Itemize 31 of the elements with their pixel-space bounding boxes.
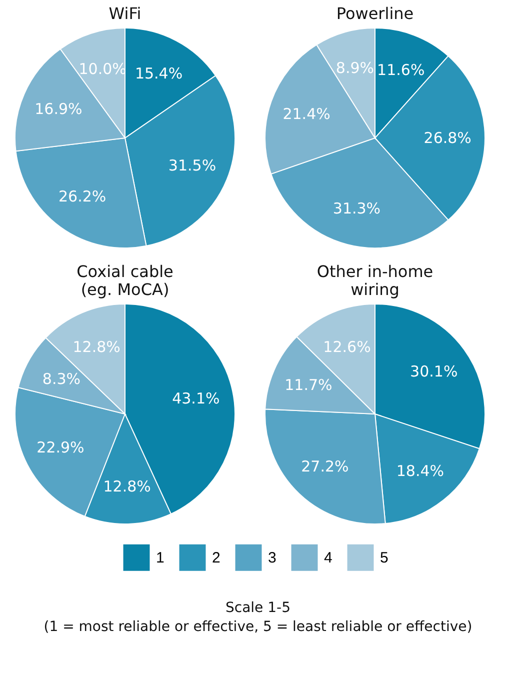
data-label: 11.7%	[284, 376, 332, 394]
legend-label: 1	[156, 550, 164, 567]
data-label: 27.2%	[301, 458, 349, 476]
data-label: 8.3%	[42, 370, 81, 388]
legend-label: 5	[380, 550, 388, 567]
data-label: 12.6%	[323, 338, 371, 356]
chart-title: Coxial cable (eg. MoCA)	[76, 262, 174, 299]
data-label: 22.9%	[36, 438, 84, 456]
data-label: 12.8%	[103, 478, 151, 496]
chart-title: Other in-home wiring	[316, 262, 434, 299]
data-label: 10.0%	[78, 60, 126, 78]
data-label: 15.4%	[134, 64, 183, 83]
data-label: 12.8%	[72, 338, 120, 356]
data-label: 26.8%	[424, 129, 472, 147]
data-label: 8.9%	[336, 59, 374, 78]
text: (1 = most reliable or effective, 5 = least reliable or effective)	[42, 618, 474, 637]
data-label: 21.4%	[282, 104, 330, 123]
legend-label: 2	[212, 550, 220, 567]
data-label: 18.4%	[396, 462, 444, 480]
chart-title: WiFi	[108, 4, 142, 23]
text: Scale 1-5	[224, 599, 292, 618]
data-label: 16.9%	[34, 100, 82, 118]
data-label: 11.6%	[377, 61, 425, 80]
legend-label: 3	[268, 550, 276, 567]
data-label: 31.3%	[332, 199, 381, 218]
data-label: 43.1%	[172, 389, 220, 408]
data-label: 26.2%	[58, 188, 106, 206]
legend-label: 4	[324, 550, 332, 567]
data-label: 31.5%	[168, 156, 216, 174]
chart-title: Powerline	[336, 4, 414, 23]
data-label: 30.1%	[410, 362, 458, 381]
